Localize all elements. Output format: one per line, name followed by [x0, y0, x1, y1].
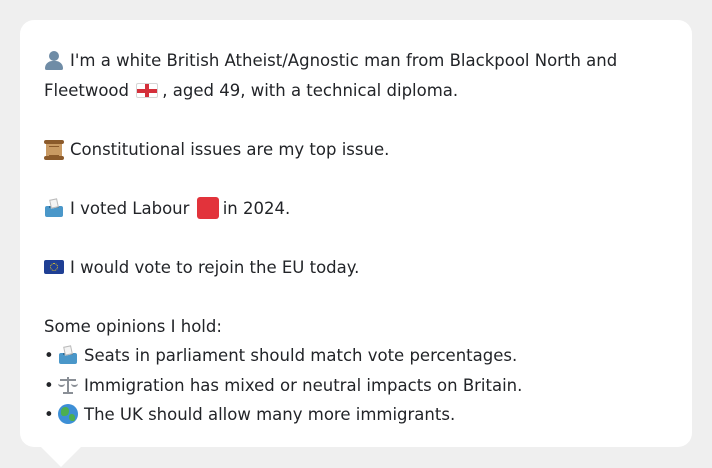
top-issue-paragraph: Constitutional issues are my top issue.	[44, 135, 668, 165]
profile-card: I'm a white British Atheist/Agnostic man…	[20, 20, 692, 447]
person-silhouette-icon	[44, 50, 64, 70]
eu-paragraph: I would vote to rejoin the EU today.	[44, 253, 668, 283]
bullet: •	[44, 405, 54, 424]
identity-paragraph: I'm a white British Atheist/Agnostic man…	[44, 46, 668, 105]
opinions-paragraph: Some opinions I hold: • Seats in parliame…	[44, 312, 668, 430]
speech-bubble-tail	[40, 446, 82, 467]
vote-paragraph: I voted Labour in 2024.	[44, 194, 668, 224]
identity-text-2: , aged 49, with a technical diploma.	[162, 80, 459, 100]
identity-text-1: I'm a white British Atheist/Agnostic man…	[70, 51, 618, 70]
identity-location-text: Fleetwood	[44, 80, 130, 100]
red-square-icon	[196, 196, 219, 219]
ballot-box-icon	[44, 197, 64, 218]
list-item: • The UK should allow many more immigrant…	[44, 400, 668, 430]
vote-line: I voted Labour in 2024.	[44, 194, 668, 224]
identity-line-1: I'm a white British Atheist/Agnostic man…	[44, 46, 668, 76]
vote-text-pre: I voted Labour	[70, 198, 190, 218]
eu-line: I would vote to rejoin the EU today.	[44, 253, 668, 283]
balance-scale-icon	[58, 375, 78, 395]
globe-icon	[58, 404, 78, 424]
ballot-box-icon	[58, 345, 78, 365]
top-issue-line: Constitutional issues are my top issue.	[44, 135, 668, 165]
bullet: •	[44, 346, 54, 365]
scroll-icon	[44, 139, 64, 160]
identity-line-2: Fleetwood , aged 49, with a technical di…	[44, 76, 668, 106]
bullet: •	[44, 375, 54, 395]
opinion-text: Immigration has mixed or neutral impacts…	[84, 375, 523, 395]
england-flag-icon	[136, 82, 159, 98]
eu-text: I would vote to rejoin the EU today.	[70, 257, 360, 277]
list-item: • Immigration has mixed or neutral impact…	[44, 371, 668, 401]
top-issue-text: Constitutional issues are my top issue.	[70, 139, 390, 159]
opinion-text: The UK should allow many more immigrants…	[84, 405, 456, 424]
opinions-heading: Some opinions I hold:	[44, 316, 222, 336]
opinion-text: Seats in parliament should match vote pe…	[84, 346, 518, 365]
vote-text-post: in 2024.	[222, 198, 291, 218]
list-item: • Seats in parliament should match vote p…	[44, 341, 668, 371]
eu-flag-icon	[44, 259, 64, 274]
